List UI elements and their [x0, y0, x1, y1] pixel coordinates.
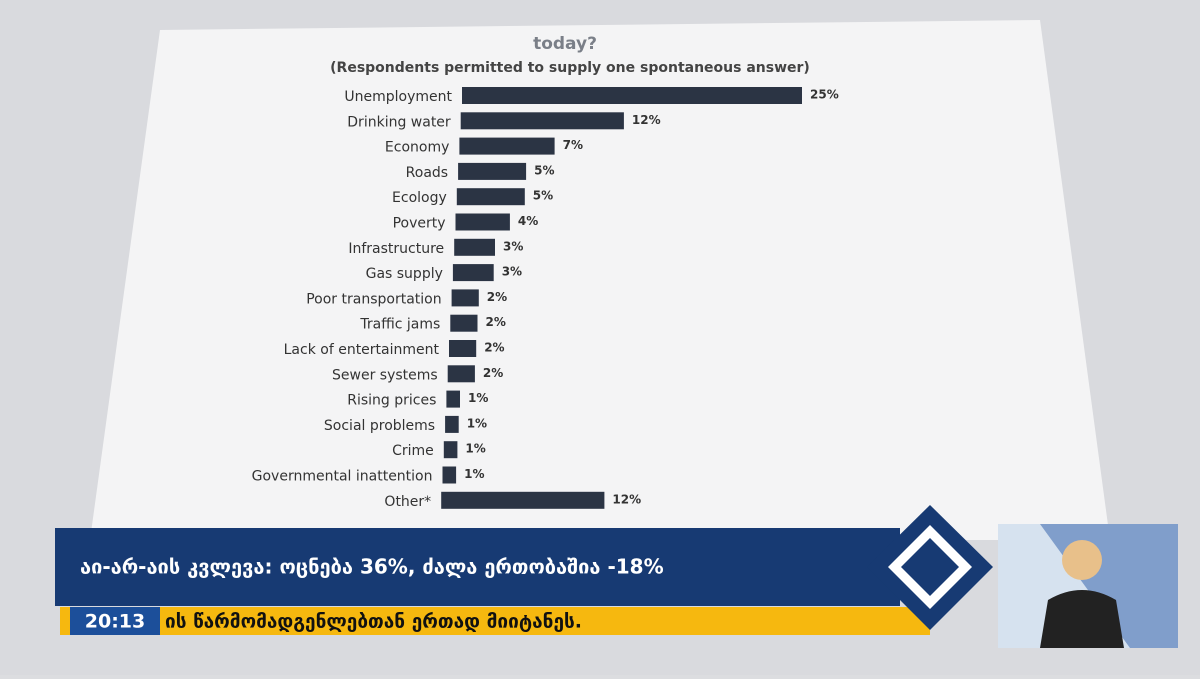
chart-subtitle: (Respondents permitted to supply one spo… [330, 60, 810, 76]
bar [455, 213, 510, 231]
value-label: 3% [503, 239, 523, 253]
value-label: 2% [487, 290, 507, 304]
category-label: Crime [392, 443, 434, 459]
value-label: 4% [518, 214, 538, 228]
bar [459, 137, 555, 155]
value-label: 1% [468, 391, 488, 405]
bar [442, 466, 457, 484]
category-label: Traffic jams [359, 317, 440, 333]
value-label: 12% [612, 492, 641, 506]
category-label: Governmental inattention [252, 469, 433, 485]
value-label: 2% [484, 341, 504, 355]
value-label: 3% [502, 265, 522, 279]
bar [458, 162, 527, 180]
bar [462, 87, 802, 104]
category-label: Gas supply [366, 266, 443, 282]
category-label: Sewer systems [332, 367, 438, 383]
bar [456, 188, 525, 206]
chart-title: today? [533, 34, 597, 54]
category-label: Social problems [324, 418, 435, 434]
value-label: 2% [486, 315, 506, 329]
category-label: Unemployment [344, 89, 452, 105]
category-label: Ecology [392, 190, 447, 206]
value-label: 12% [632, 113, 661, 127]
bar [446, 390, 460, 408]
display-panel [90, 20, 1110, 540]
value-label: 1% [465, 442, 485, 456]
category-label: Rising prices [347, 393, 436, 409]
bar [452, 264, 494, 282]
ticker: ის წარმომადგენლებთან ერთად მიიტანეს. [165, 611, 582, 633]
bar [447, 365, 475, 383]
bar [450, 314, 478, 332]
ticker-bar [60, 607, 930, 635]
sign-language-inset [998, 524, 1178, 648]
bar [449, 340, 477, 357]
headline-banner [55, 528, 900, 606]
value-label: 2% [483, 366, 503, 380]
bar [451, 289, 479, 307]
category-label: Lack of entertainment [284, 342, 440, 358]
category-label: Other* [384, 494, 431, 510]
bars: Unemployment 25% Drinking water 12% Economy 7… [252, 87, 839, 510]
clock: 20:13 [85, 611, 145, 633]
category-label: Infrastructure [348, 241, 444, 257]
headline: აი-არ-აის კვლევა: ოცნება 36%, ძალა ერთობ… [80, 555, 664, 579]
category-label: Drinking water [347, 114, 451, 130]
bar [460, 112, 624, 130]
value-label: 1% [464, 467, 484, 481]
category-label: Economy [385, 140, 449, 156]
bar [445, 415, 459, 433]
value-label: 7% [563, 138, 583, 152]
bar [441, 491, 605, 509]
category-label: Poverty [393, 216, 446, 232]
bar [454, 238, 495, 256]
value-label: 1% [467, 416, 487, 430]
category-label: Poor transportation [306, 291, 441, 307]
channel-logo [867, 505, 993, 630]
category-label: Roads [406, 165, 448, 181]
value-label: 5% [533, 189, 553, 203]
value-label: 25% [810, 88, 839, 102]
value-label: 5% [534, 163, 554, 177]
bar [443, 441, 458, 459]
time-box [70, 607, 160, 635]
